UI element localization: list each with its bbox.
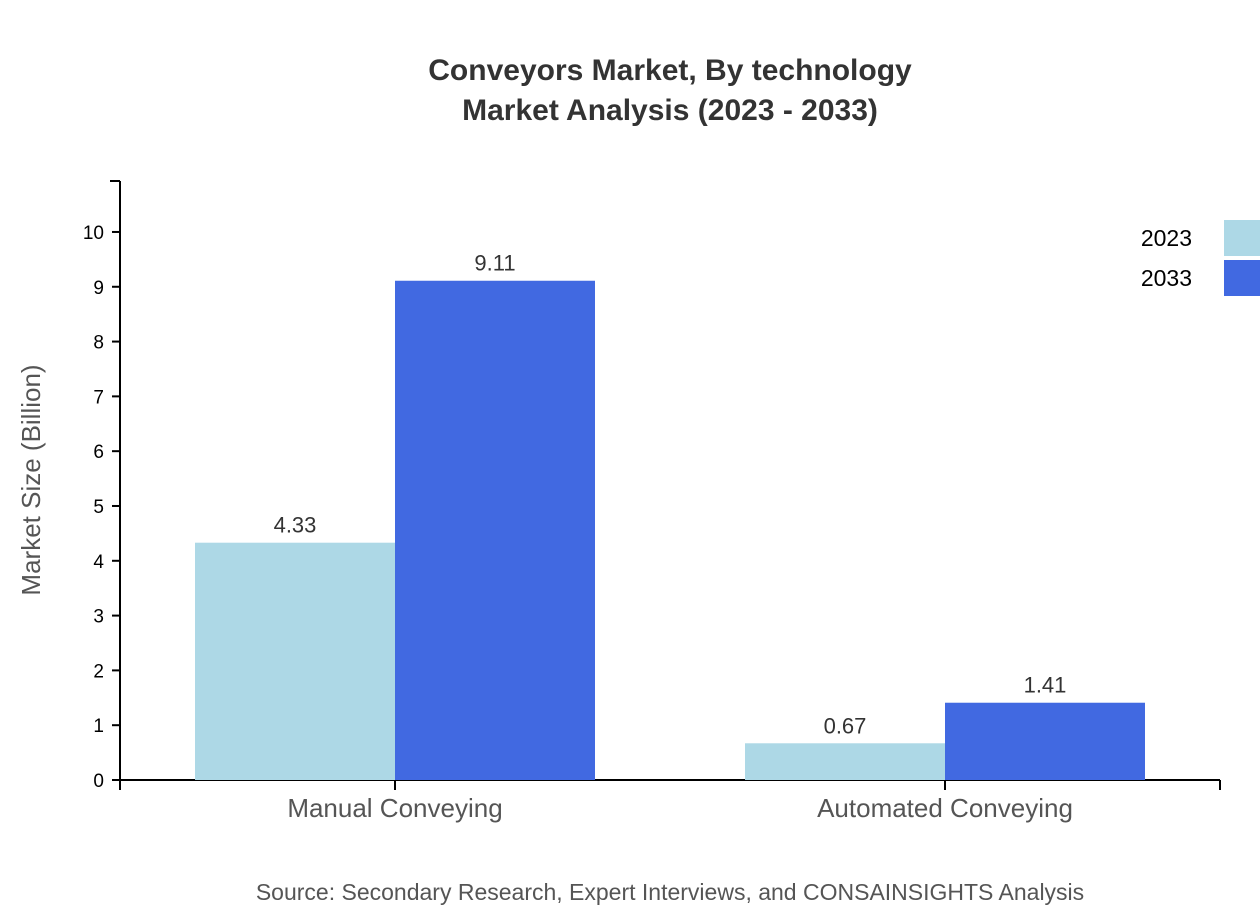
legend-label: 2033 [1141, 265, 1192, 291]
bar-2033 [945, 702, 1145, 780]
x-tick-label: Manual Conveying [287, 793, 502, 823]
y-tick-label: 5 [93, 497, 104, 518]
source-note: Source: Secondary Research, Expert Inter… [256, 879, 1084, 905]
legend-swatch-2023 [1224, 220, 1260, 256]
data-label: 4.33 [274, 513, 317, 538]
data-label: 0.67 [824, 713, 867, 738]
y-tick-label: 10 [83, 223, 104, 244]
legend-label: 2023 [1141, 225, 1192, 251]
y-tick-label: 4 [93, 552, 104, 573]
y-tick-label: 3 [93, 607, 104, 628]
y-tick-label: 8 [93, 333, 104, 354]
y-tick-label: 6 [93, 442, 104, 463]
legend-swatch-2033 [1224, 260, 1260, 296]
bar-2023 [195, 542, 395, 780]
y-tick-label: 7 [93, 387, 104, 408]
data-label: 1.41 [1024, 673, 1067, 698]
bar-2023 [745, 743, 945, 780]
y-axis-label: Market Size (Billion) [16, 364, 46, 595]
bar-2033 [395, 280, 595, 780]
chart-title-line-2: Market Analysis (2023 - 2033) [462, 94, 878, 127]
x-tick-label: Automated Conveying [817, 793, 1073, 823]
data-label: 9.11 [474, 251, 515, 276]
y-tick-label: 2 [93, 661, 104, 682]
chart-title-line-1: Conveyors Market, By technology [428, 54, 912, 87]
y-tick-label: 0 [93, 771, 104, 792]
y-tick-label: 1 [93, 716, 104, 737]
y-tick-label: 9 [93, 278, 104, 299]
